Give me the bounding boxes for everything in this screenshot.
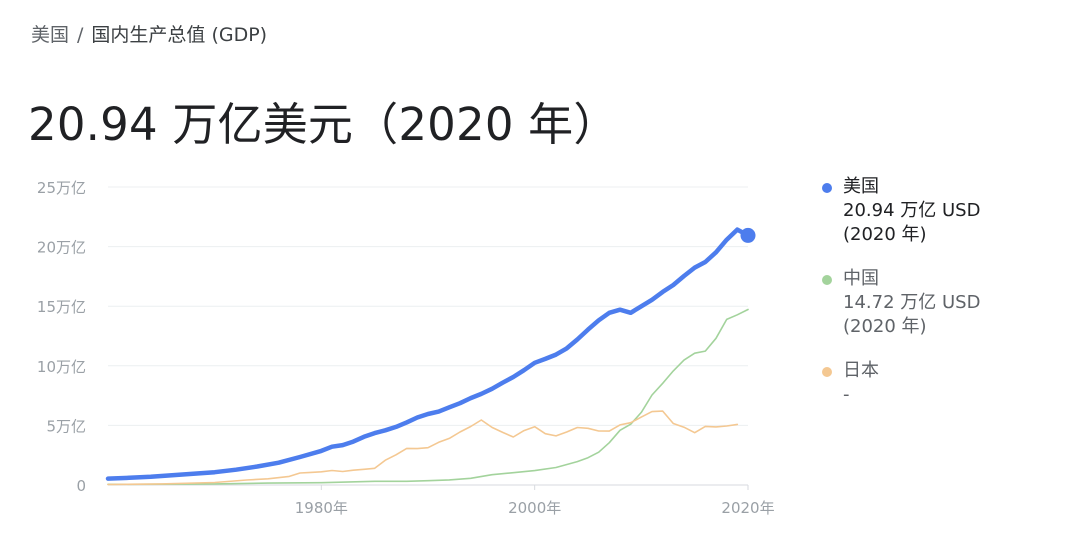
x-tick-label: 2020年 <box>721 499 774 517</box>
breadcrumb-separator: / <box>77 24 84 46</box>
series-line-cn <box>107 308 749 486</box>
legend-dot-cn <box>822 275 832 285</box>
legend-name-cn: 中国 <box>843 268 879 289</box>
y-tick-label: 0 <box>76 477 86 495</box>
legend-dot-us <box>822 183 832 193</box>
x-tick-label: 1980年 <box>295 499 348 517</box>
y-tick-label: 5万亿 <box>46 417 86 435</box>
series-endpoint-us <box>740 227 756 243</box>
x-tick-label: 2000年 <box>508 499 561 517</box>
series-line-us <box>105 227 751 481</box>
breadcrumb-indicator: 国内生产总值 (GDP) <box>91 24 268 46</box>
headline-value: 20.94 万亿美元（2020 年） <box>28 98 619 151</box>
legend-value-cn: 14.72 万亿 USD <box>843 292 981 313</box>
legend-item-cn[interactable]: 中国 14.72 万亿 USD (2020 年) <box>822 267 1072 339</box>
legend-item-us[interactable]: 美国 20.94 万亿 USD (2020 年) <box>822 175 1072 247</box>
breadcrumb-country-link[interactable]: 美国 <box>31 24 70 46</box>
legend-name-us: 美国 <box>843 176 879 197</box>
legend-year-us: (2020 年) <box>843 224 927 245</box>
series-line-jp <box>107 410 739 486</box>
legend-year-cn: (2020 年) <box>843 316 927 337</box>
y-tick-label: 25万亿 <box>37 179 86 197</box>
y-tick-label: 20万亿 <box>37 239 86 257</box>
chart-legend: 美国 20.94 万亿 USD (2020 年) 中国 14.72 万亿 USD… <box>822 175 1072 407</box>
y-tick-label: 15万亿 <box>37 298 86 316</box>
y-tick-label: 10万亿 <box>37 358 86 376</box>
legend-dot-jp <box>822 367 832 377</box>
legend-value-jp: - <box>843 384 850 405</box>
legend-value-us: 20.94 万亿 USD <box>843 200 981 221</box>
legend-item-jp[interactable]: 日本 - <box>822 359 1072 407</box>
legend-name-jp: 日本 <box>843 360 879 381</box>
breadcrumb: 美国 / 国内生产总值 (GDP) <box>31 20 267 47</box>
